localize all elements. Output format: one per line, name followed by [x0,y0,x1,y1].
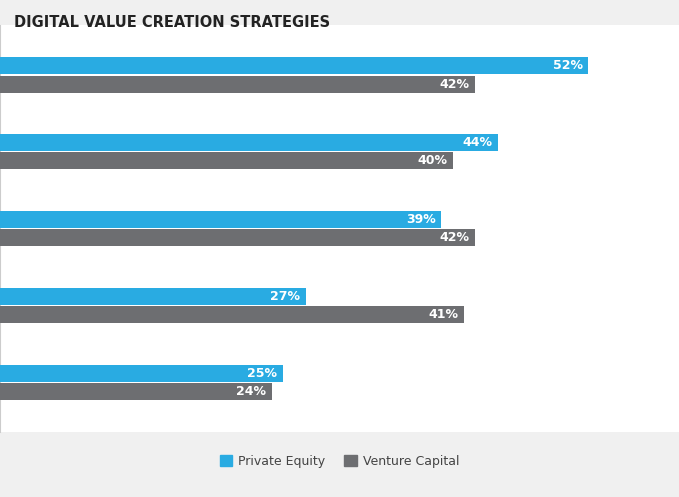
Bar [0,134,498,151]
Bar [0,211,441,228]
Text: 41%: 41% [428,308,458,321]
Bar [0,383,272,400]
Bar [0,288,306,305]
Text: 44%: 44% [462,136,492,149]
Bar [0,76,475,92]
Text: 27%: 27% [270,290,300,303]
Bar [0,306,464,323]
Bar [0,153,453,169]
Text: 24%: 24% [236,385,266,398]
Text: 52%: 52% [553,59,583,72]
Text: 42%: 42% [439,78,470,90]
Bar [0,365,283,382]
Bar [0,230,475,247]
Text: 39%: 39% [406,213,436,226]
Bar [0,57,589,74]
Text: 40%: 40% [417,155,447,167]
Legend: Private Equity, Venture Capital: Private Equity, Venture Capital [215,450,464,473]
Text: DIGITAL VALUE CREATION STRATEGIES: DIGITAL VALUE CREATION STRATEGIES [14,15,330,30]
Text: 42%: 42% [439,231,470,245]
Text: 25%: 25% [247,367,277,380]
